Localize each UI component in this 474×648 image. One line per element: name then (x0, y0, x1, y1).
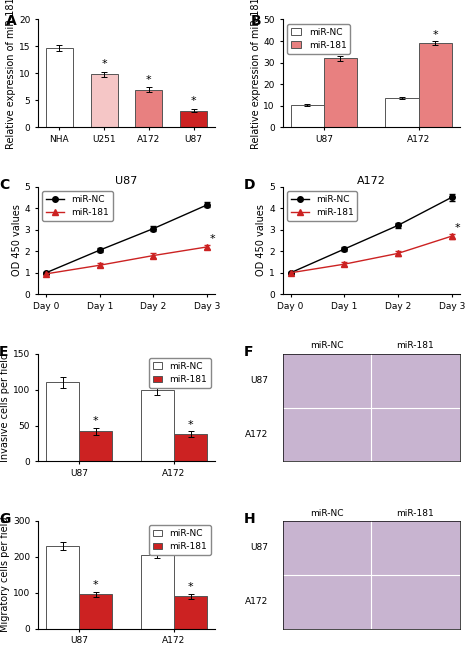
Text: *: * (101, 59, 107, 69)
Y-axis label: Relative expression of miR-181: Relative expression of miR-181 (251, 0, 261, 149)
Legend: miR-NC, miR-181: miR-NC, miR-181 (287, 191, 357, 221)
Legend: miR-NC, miR-181: miR-NC, miR-181 (43, 191, 113, 221)
Text: miR-181: miR-181 (397, 341, 434, 351)
Text: U87: U87 (250, 376, 268, 385)
Bar (324, 58, 357, 127)
Y-axis label: OD 450 values: OD 450 values (256, 205, 266, 277)
Text: *: * (455, 223, 460, 233)
Text: A: A (6, 14, 17, 28)
Text: H: H (244, 512, 255, 526)
Y-axis label: OD 450 values: OD 450 values (12, 205, 22, 277)
Title: U87: U87 (115, 176, 138, 186)
Title: A172: A172 (357, 176, 385, 186)
Bar (91, 75, 118, 127)
Text: A172: A172 (245, 430, 268, 439)
Bar (79, 594, 112, 629)
Text: A172: A172 (245, 597, 268, 606)
Y-axis label: Migratory cells per field: Migratory cells per field (0, 517, 10, 632)
Text: U87: U87 (250, 543, 268, 552)
Bar (385, 98, 419, 127)
Bar (419, 43, 452, 127)
Text: miR-NC: miR-NC (310, 509, 344, 518)
Y-axis label: Invasive cells per field: Invasive cells per field (0, 353, 10, 462)
Text: miR-181: miR-181 (397, 509, 434, 518)
Text: B: B (251, 14, 261, 28)
Text: *: * (93, 580, 99, 590)
Bar (136, 89, 163, 127)
Bar (174, 434, 207, 461)
Text: *: * (432, 30, 438, 40)
Bar (46, 382, 79, 461)
Text: *: * (146, 75, 152, 85)
Bar (141, 555, 174, 629)
Bar (46, 48, 73, 127)
Text: D: D (244, 178, 255, 192)
Text: *: * (337, 44, 343, 54)
Text: C: C (0, 178, 9, 192)
Text: E: E (0, 345, 9, 359)
Text: F: F (244, 345, 253, 359)
Bar (291, 105, 324, 127)
Y-axis label: Relative expression of miR-181: Relative expression of miR-181 (6, 0, 16, 149)
Legend: miR-NC, miR-181: miR-NC, miR-181 (149, 526, 210, 555)
Bar (141, 389, 174, 461)
Text: *: * (188, 420, 193, 430)
Text: *: * (210, 234, 215, 244)
Legend: miR-NC, miR-181: miR-NC, miR-181 (149, 358, 210, 388)
Legend: miR-NC, miR-181: miR-NC, miR-181 (287, 24, 350, 54)
Text: G: G (0, 512, 10, 526)
Text: miR-NC: miR-NC (310, 341, 344, 351)
Bar (46, 546, 79, 629)
Bar (79, 432, 112, 461)
Text: *: * (93, 416, 99, 426)
Bar (180, 111, 207, 127)
Text: *: * (191, 96, 197, 106)
Text: *: * (188, 582, 193, 592)
Bar (174, 596, 207, 629)
